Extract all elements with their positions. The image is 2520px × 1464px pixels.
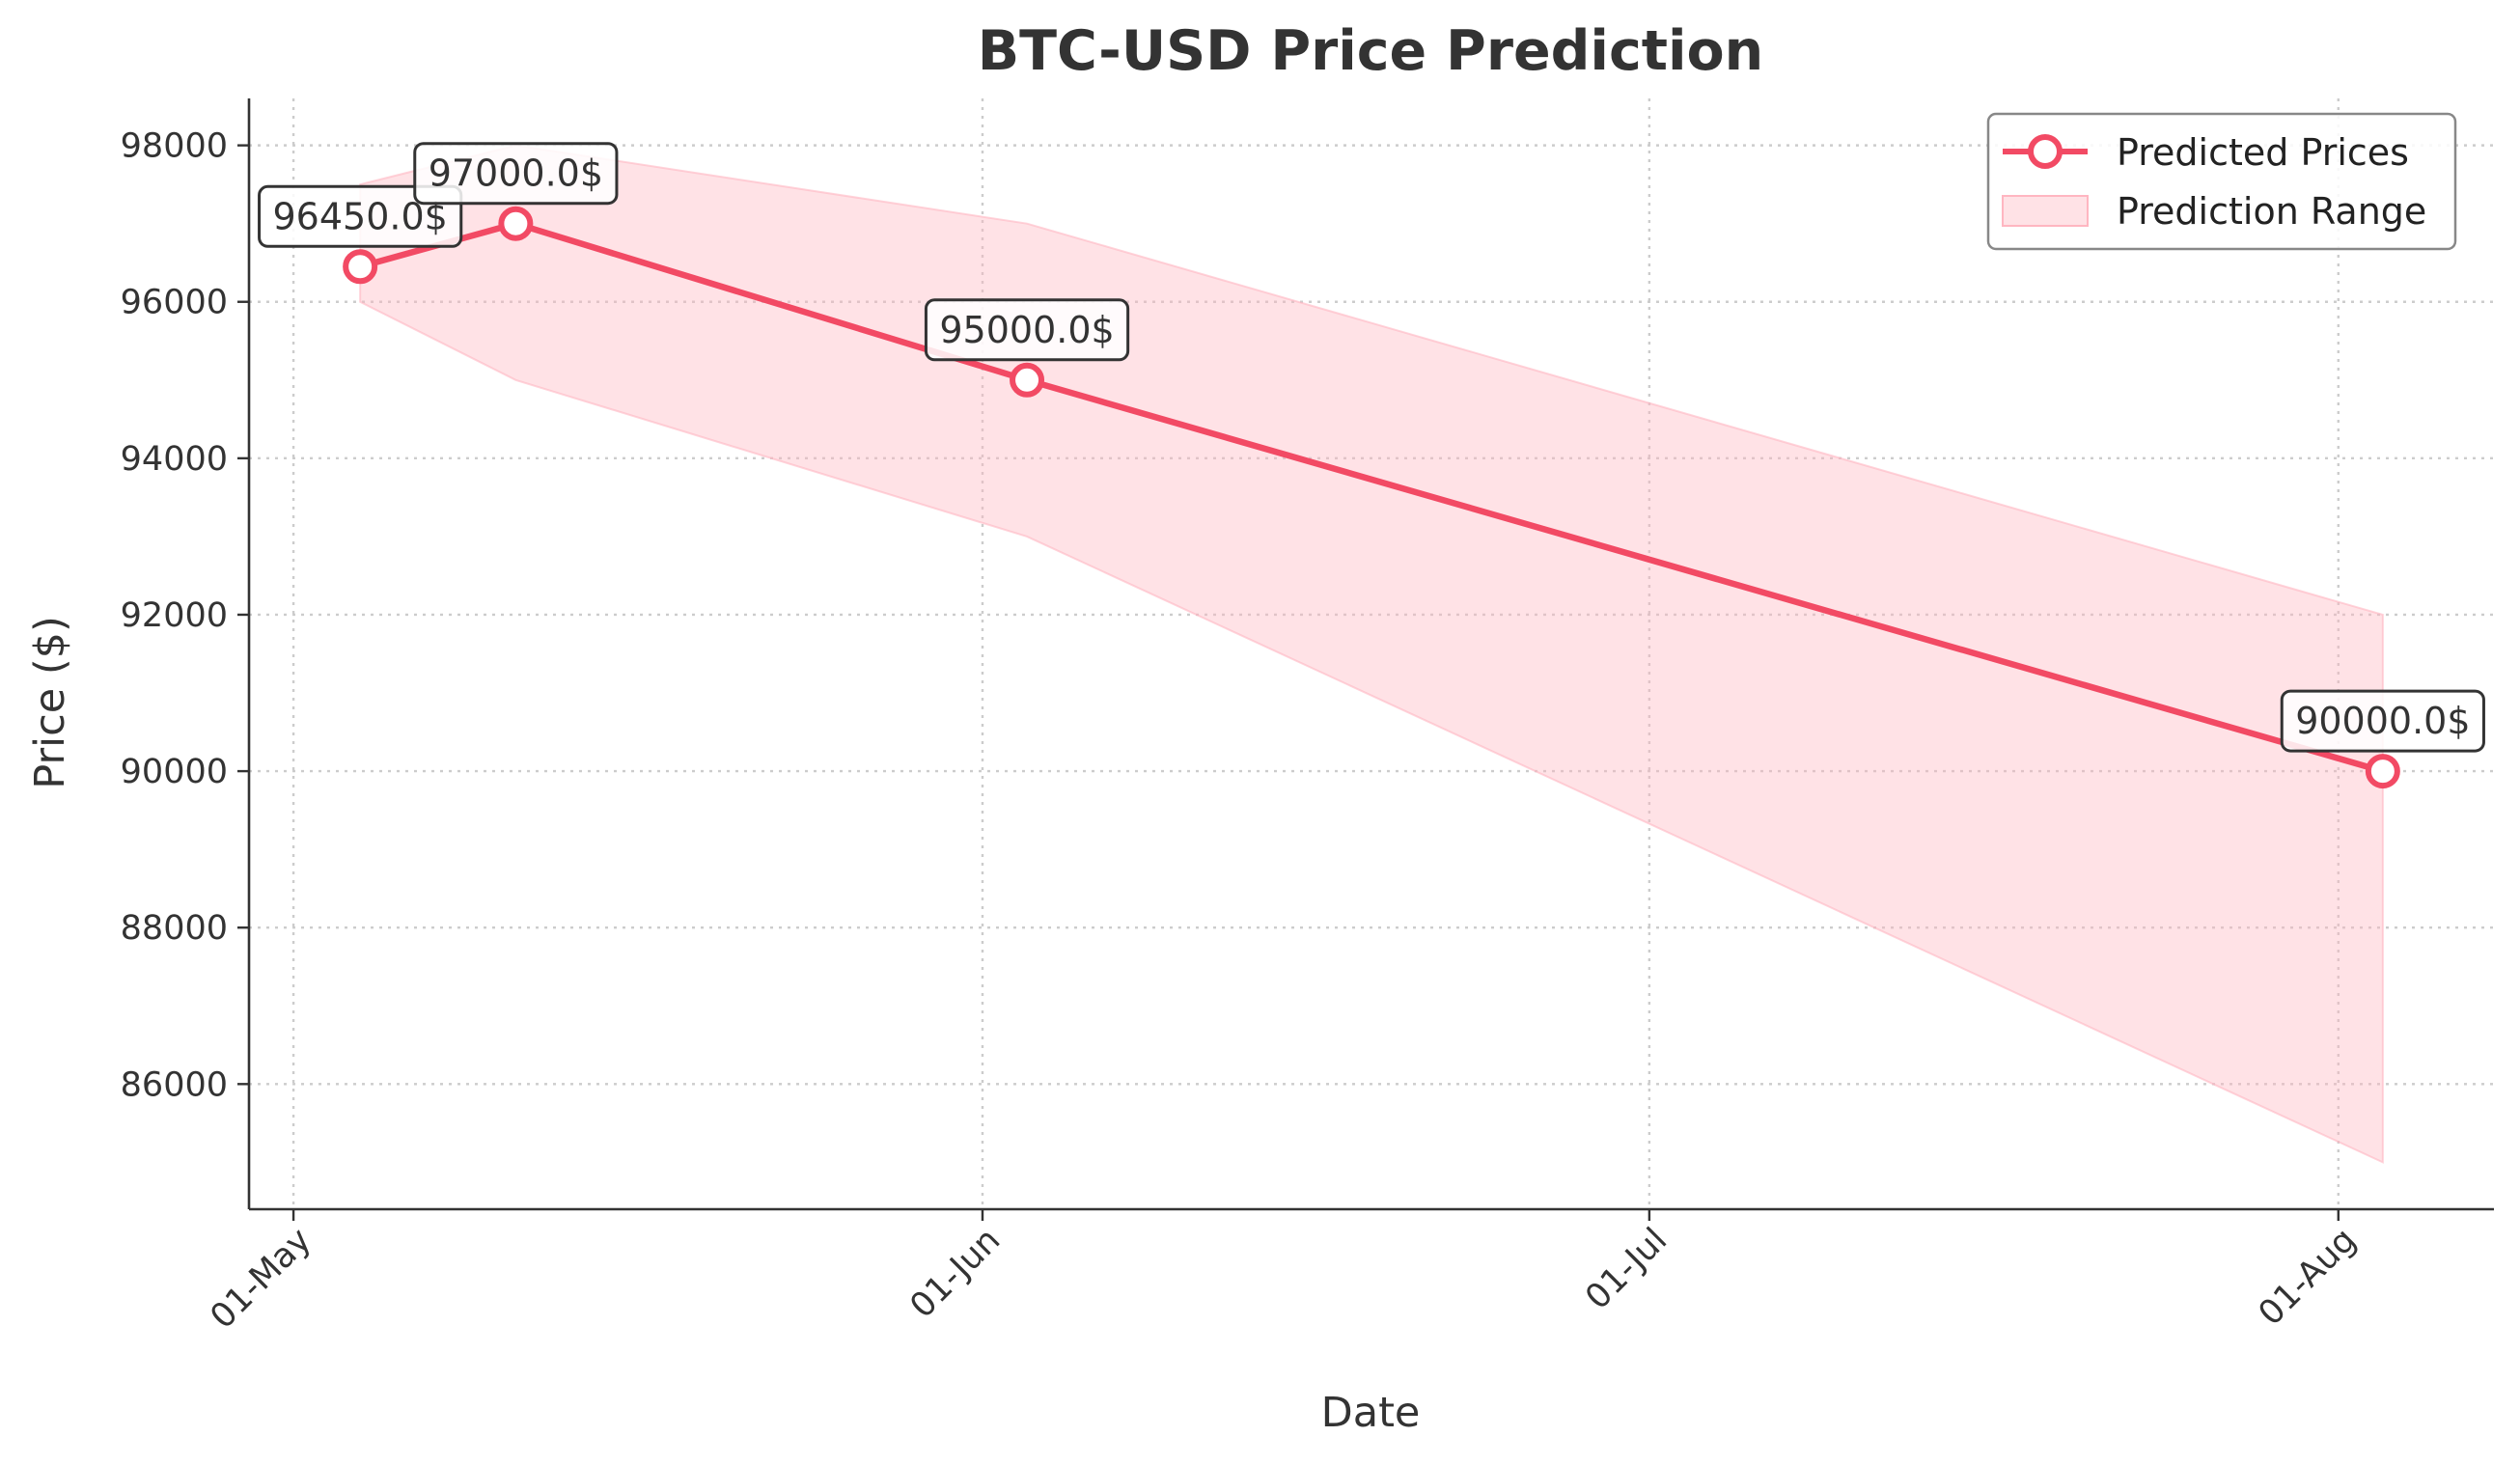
data-point-marker	[2365, 754, 2400, 789]
y-tick-label: 94000	[121, 440, 228, 479]
x-axis-label: Date	[1321, 1389, 1421, 1437]
annotation-label: 95000.0$	[939, 309, 1114, 351]
y-tick-label: 98000	[121, 127, 228, 166]
predicted-prices-markers	[343, 206, 2400, 789]
prediction-range-band-layer	[359, 144, 2384, 1164]
x-tick-label: 01-Aug	[2252, 1221, 2364, 1333]
chart-title: BTC-USD Price Prediction	[978, 19, 1764, 83]
y-tick-label: 86000	[121, 1065, 228, 1104]
data-point-marker	[1010, 362, 1045, 398]
legend: Predicted Prices Prediction Range	[1986, 112, 2457, 251]
x-axis-ticks: 01-May 01-Jun 01-Jul 01-Aug	[204, 1209, 2364, 1337]
annotation-label: 90000.0$	[2295, 700, 2470, 742]
axes	[247, 98, 2494, 1211]
y-axis-label: Price ($)	[26, 616, 74, 788]
y-tick-label: 88000	[121, 909, 228, 948]
y-tick-label: 96000	[121, 284, 228, 322]
legend-band-swatch	[2002, 195, 2089, 227]
data-annotations: 96450.0$97000.0$95000.0$90000.0$	[258, 142, 2485, 753]
annotation-box	[258, 184, 463, 248]
data-annotation: 90000.0$	[2280, 689, 2485, 753]
prediction-range-band	[359, 144, 2384, 1164]
data-annotation: 97000.0$	[413, 142, 619, 206]
y-tick-label: 90000	[121, 753, 228, 791]
annotation-box	[413, 142, 619, 206]
x-tick-label: 01-Jul	[1578, 1221, 1675, 1317]
x-tick-label: 01-Jun	[903, 1221, 1009, 1326]
annotation-box	[2280, 689, 2485, 753]
legend-label-predicted-prices: Predicted Prices	[2117, 131, 2409, 174]
legend-box	[1986, 112, 2457, 251]
legend-label-prediction-range: Prediction Range	[2117, 190, 2426, 233]
x-tick-label: 01-May	[204, 1221, 319, 1337]
data-point-marker	[343, 249, 378, 285]
annotation-box	[924, 298, 1130, 362]
grid-lines	[249, 98, 2494, 1209]
y-axis-ticks: 86000 88000 90000 92000 94000 96000 98000	[121, 127, 249, 1104]
legend-marker-swatch	[2028, 134, 2063, 169]
data-annotation: 95000.0$	[924, 298, 1130, 362]
data-point-marker	[498, 206, 534, 241]
y-tick-label: 92000	[121, 596, 228, 635]
annotation-label: 97000.0$	[429, 152, 603, 195]
